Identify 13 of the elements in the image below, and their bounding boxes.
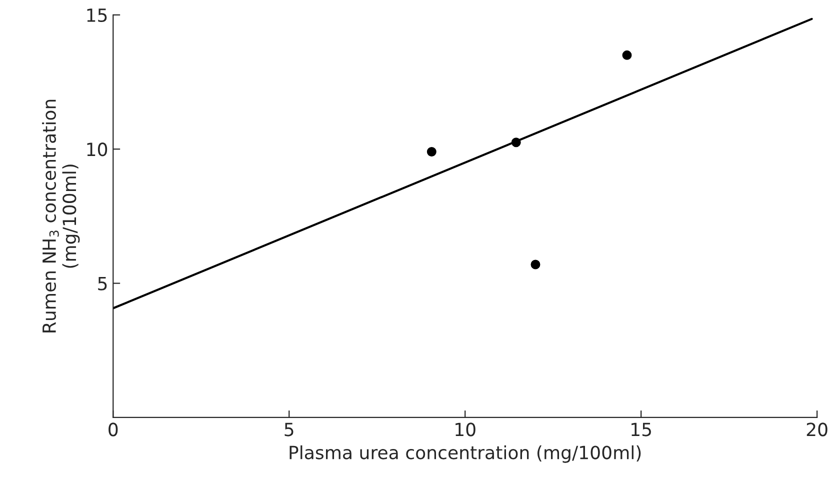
x-tick-label: 20 — [806, 422, 828, 436]
x-tick-label: 0 — [108, 422, 118, 436]
point — [622, 50, 632, 60]
x-axis-title: Plasma urea concentration (mg/100ml) — [290, 445, 641, 463]
point — [530, 260, 540, 270]
y-tick-label: 15 — [87, 8, 107, 22]
y-tick-label: 10 — [87, 142, 108, 156]
x-tick-label: 15 — [632, 422, 651, 436]
x-tick-label: 5 — [284, 422, 294, 436]
y-axis-title: Rumen NH$_{3}$ concentration (mg/100ml) — [42, 100, 80, 332]
x-tick-label: 10 — [456, 422, 476, 436]
y-tick-label: 5 — [98, 276, 107, 290]
point — [426, 147, 436, 157]
